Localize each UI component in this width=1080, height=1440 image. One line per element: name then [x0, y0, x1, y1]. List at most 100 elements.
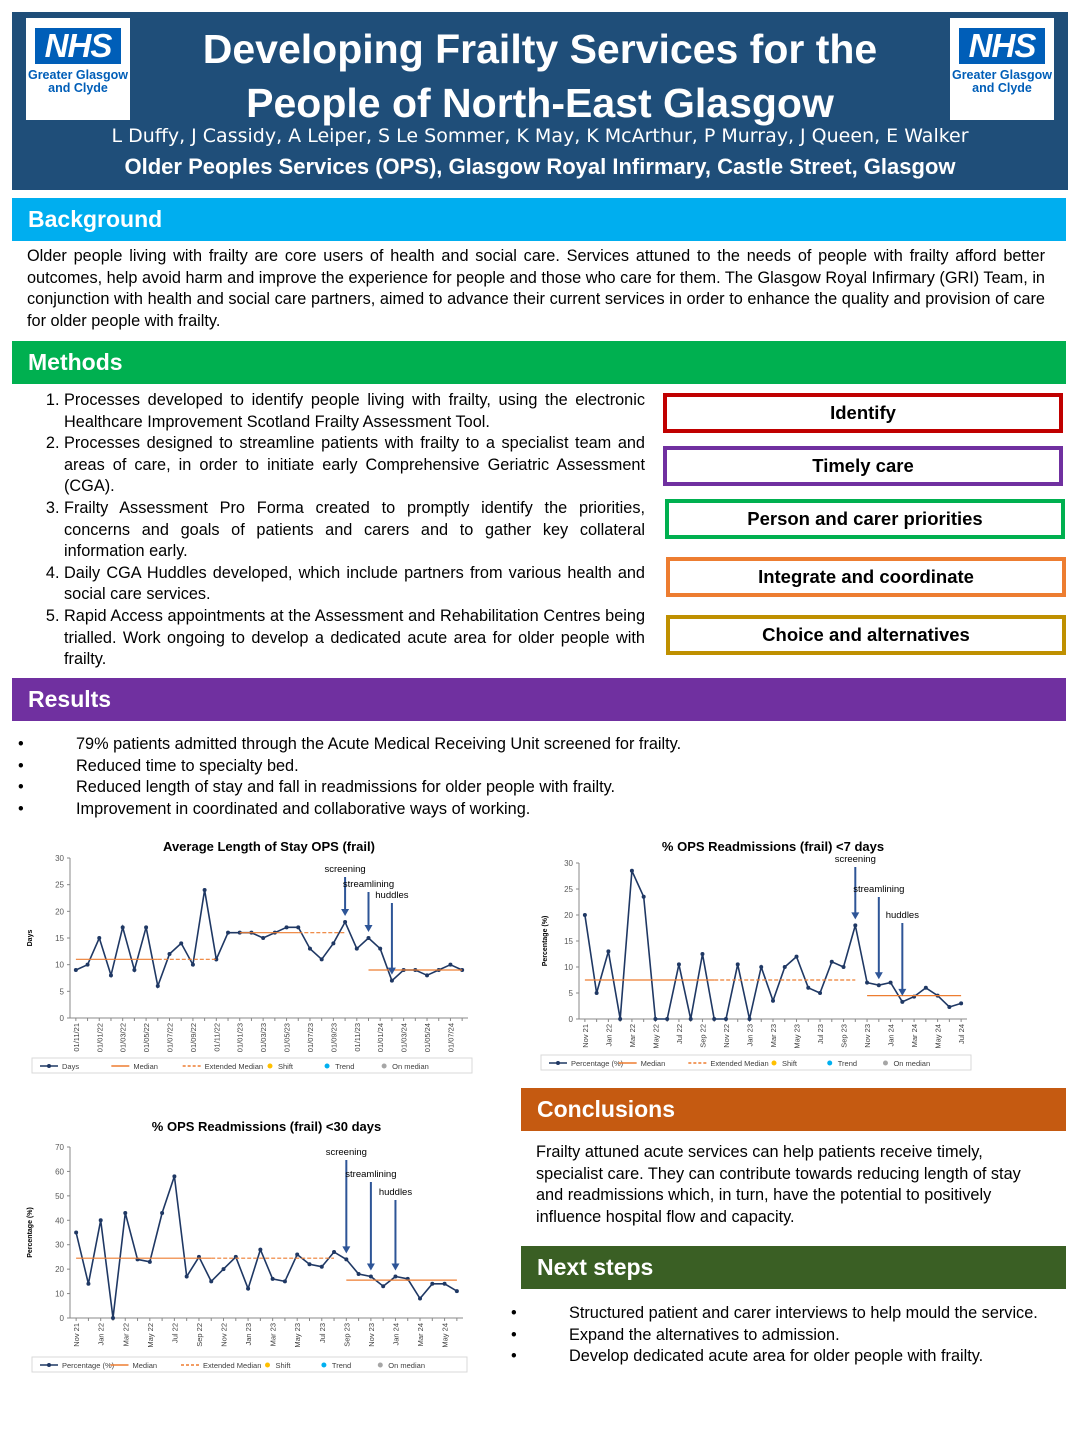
data-point	[378, 946, 383, 951]
annotation: screening	[324, 864, 365, 875]
authors: L Duffy, J Cassidy, A Leiper, S Le Somme…	[111, 125, 969, 147]
legend-label: Extended Median	[205, 1062, 263, 1071]
data-point	[888, 980, 893, 985]
annotation-arrowhead	[391, 1263, 400, 1271]
x-tick-label: May 24	[934, 1024, 943, 1049]
annotation-arrowhead	[342, 1246, 351, 1254]
list-item: Structured patient and carer interviews …	[511, 1303, 1055, 1325]
annotation-arrowhead	[874, 972, 883, 980]
data-point	[594, 991, 599, 995]
section-heading: Methods	[12, 341, 1066, 384]
y-axis-label: Days	[27, 930, 34, 947]
data-point	[460, 968, 465, 972]
chart-title: Average Length of Stay OPS (frail)	[163, 839, 375, 854]
data-point	[120, 925, 125, 930]
y-tick-label: 0	[569, 1015, 574, 1024]
logo-text: Greater Glasgow	[951, 68, 1053, 82]
x-tick-label: Jan 23	[745, 1024, 754, 1047]
data-line	[75, 1176, 458, 1319]
legend-label: Days	[62, 1062, 79, 1071]
legend-label: Shift	[782, 1059, 798, 1068]
legend-label: On median	[388, 1361, 425, 1370]
x-tick-label: Sep 22	[698, 1024, 707, 1048]
data-point	[319, 1264, 324, 1269]
legend-label: On median	[893, 1059, 930, 1068]
data-point	[332, 1250, 337, 1255]
annotation: streamlining	[343, 879, 394, 890]
methods-list: Processes developed to identify people l…	[14, 390, 645, 671]
legend-label: Shift	[276, 1361, 292, 1370]
median-line	[76, 1257, 457, 1281]
list-item: Rapid Access appointments at the Assessm…	[64, 606, 645, 671]
data-point	[307, 946, 312, 951]
data-point	[261, 936, 266, 940]
header: NHS Greater Glasgow and Clyde NHS Greate…	[12, 12, 1068, 190]
x-tick-label: 01/11/22	[212, 1023, 221, 1052]
legend-label: Median	[133, 1062, 158, 1071]
y-tick-label: 0	[60, 1014, 65, 1023]
data-point	[818, 991, 823, 995]
data-point	[430, 1281, 435, 1286]
median-line	[584, 979, 962, 997]
data-point	[759, 965, 764, 969]
data-point	[582, 913, 587, 917]
data-point	[641, 894, 646, 899]
median-line	[75, 932, 463, 971]
annotation-arrowhead	[341, 909, 350, 916]
data-point	[454, 1289, 459, 1294]
data-point	[735, 962, 740, 967]
data-point	[700, 952, 705, 956]
logo-mark: NHS	[959, 28, 1045, 64]
y-tick-label: 40	[55, 1216, 64, 1225]
data-point	[354, 946, 359, 951]
list-item: Frailty Assessment Pro Forma created to …	[64, 498, 645, 563]
data-point	[172, 1174, 177, 1179]
data-point	[782, 965, 787, 969]
x-tick-label: May 23	[293, 1323, 302, 1348]
data-point	[688, 1017, 693, 1021]
data-point	[923, 985, 928, 990]
data-point	[841, 965, 846, 969]
list-item: Processes developed to identify people l…	[64, 390, 645, 433]
y-tick-label: 20	[564, 911, 573, 920]
list-item: Expand the alternatives to admission.	[511, 1325, 1055, 1347]
x-tick-label: 01/09/22	[189, 1023, 198, 1052]
chart: Average Length of Stay OPS (frail) Days 0 5…	[27, 839, 473, 1074]
data-point	[448, 962, 453, 967]
legend-marker	[47, 1363, 51, 1367]
data-line	[584, 870, 962, 1020]
data-point	[209, 1279, 214, 1284]
data-point	[947, 1005, 952, 1010]
data-point	[296, 925, 301, 930]
x-tick-label: Sep 22	[195, 1323, 204, 1347]
data-point	[366, 936, 371, 940]
data-point	[184, 1274, 189, 1279]
y-tick-label: 25	[564, 885, 573, 894]
list-item: Processes designed to streamline patient…	[64, 433, 645, 498]
y-tick-label: 30	[55, 1241, 64, 1250]
x-tick-label: Nov 21	[581, 1024, 590, 1048]
data-point	[723, 1017, 728, 1021]
x-tick-label: 01/05/24	[423, 1023, 432, 1052]
annotation: huddles	[379, 1187, 413, 1198]
annotation-arrowhead	[364, 925, 373, 932]
legend-marker	[267, 1063, 273, 1069]
data-point	[618, 1017, 623, 1021]
data-point	[771, 998, 775, 1003]
x-tick-label: 01/01/24	[376, 1023, 385, 1052]
legend-marker	[556, 1061, 560, 1065]
data-point	[442, 1281, 447, 1286]
x-tick-label: May 22	[651, 1024, 660, 1049]
data-point	[876, 983, 881, 988]
legend-marker	[771, 1060, 777, 1066]
y-tick-label: 25	[55, 881, 64, 890]
annotation-arrowhead	[366, 1263, 375, 1271]
data-point	[110, 1316, 115, 1320]
data-point	[258, 1247, 263, 1252]
data-point	[629, 868, 634, 873]
x-tick-label: 01/03/23	[259, 1023, 268, 1052]
x-tick-label: 01/03/22	[119, 1023, 128, 1052]
data-point	[282, 1279, 287, 1284]
data-point	[160, 1210, 165, 1215]
y-tick-label: 10	[55, 1290, 64, 1299]
